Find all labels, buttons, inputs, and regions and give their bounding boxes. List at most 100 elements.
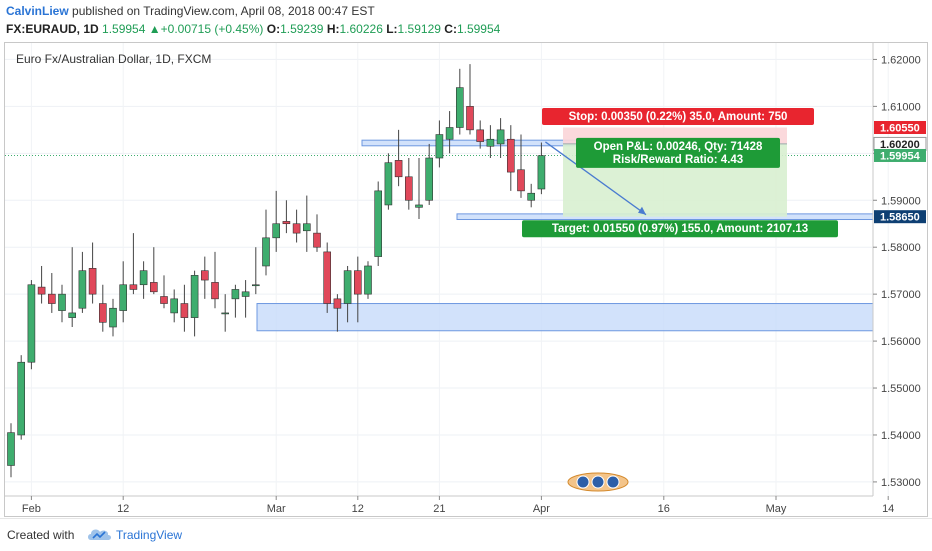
candle-body-30 <box>313 232 321 248</box>
candle-body-37 <box>384 162 393 206</box>
price-axis: 1.620001.610001.600001.590001.580001.570… <box>872 43 927 496</box>
candle-body-42 <box>435 134 444 159</box>
candle-body-9 <box>99 303 107 323</box>
author-link[interactable]: CalvinLiew <box>6 4 69 18</box>
candle-body-31 <box>323 251 332 304</box>
candle-body-48 <box>496 129 505 145</box>
price-label-box-stop <box>874 120 926 134</box>
low-value: 1.59129 <box>397 22 441 36</box>
pnl-label-text-0: Open P&L: 0.00246, Qty: 71428 <box>594 141 763 153</box>
tradingview-brand-link[interactable]: TradingView <box>116 528 183 542</box>
candle-body-23 <box>241 291 250 297</box>
candle-body-25 <box>262 237 270 267</box>
price-tick-label-3: 1.59000 <box>881 195 921 207</box>
low-label: L: <box>386 22 398 36</box>
candle-body-49 <box>506 138 515 173</box>
target-label-box <box>522 220 838 238</box>
candle-body-16 <box>170 298 178 314</box>
candle-body-50 <box>517 169 525 192</box>
candle-body-4 <box>47 293 56 304</box>
time-tick-label-8: 14 <box>882 503 894 515</box>
price-label-target: 1.58650 <box>880 212 920 224</box>
ohlc-line: FX:EURAUD, 1D 1.59954 ▲+0.00715 (+0.45%)… <box>6 22 500 36</box>
price-label-stop: 1.60550 <box>880 122 920 134</box>
candle-body-11 <box>119 284 127 311</box>
candle-body-35 <box>364 265 372 295</box>
candle-body-17 <box>180 303 189 318</box>
candle-body-18 <box>190 275 199 318</box>
tradingview-cloud-icon <box>88 529 111 540</box>
high-label: H: <box>326 22 340 36</box>
arrow-head <box>638 206 646 215</box>
price-tick-label-9: 1.53000 <box>881 477 921 489</box>
chart-frame <box>4 42 928 517</box>
price-label-entry: 1.60200 <box>880 139 920 151</box>
candle-body-5 <box>58 293 66 311</box>
publish-line: CalvinLiew published on TradingView.com,… <box>6 4 375 18</box>
candle-body-29 <box>302 223 311 232</box>
event-dot-icon-0 <box>576 475 590 489</box>
price-tick-label-8: 1.54000 <box>881 430 921 442</box>
time-tick-label-1: 12 <box>117 503 129 515</box>
time-tick-label-3: 12 <box>352 503 364 515</box>
last-price: 1.59954 <box>102 22 146 36</box>
symbol-label: FX:EURAUD, 1D <box>6 22 99 36</box>
candle-body-36 <box>374 190 383 257</box>
candle-body-15 <box>160 296 168 304</box>
time-axis: Feb 12 Mar 12 21 Apr 16 May 14 <box>5 495 894 515</box>
candle-body-14 <box>150 282 158 293</box>
candle-body-8 <box>88 268 97 295</box>
candle-body-52 <box>537 155 546 190</box>
candle-body-26 <box>272 223 281 239</box>
footer: Created with TradingView <box>0 518 932 551</box>
candle-body-2 <box>27 284 36 363</box>
candle-body-10 <box>109 307 117 328</box>
candle-body-38 <box>394 160 403 178</box>
zone-0 <box>256 303 874 332</box>
price-tick-label-6: 1.56000 <box>881 336 921 348</box>
time-tick-label-6: 16 <box>658 503 670 515</box>
price-label-box-last <box>874 148 926 162</box>
candle-body-0 <box>7 432 15 466</box>
candle-body-43 <box>445 127 454 140</box>
candle-body-47 <box>486 138 495 147</box>
price-tick-label-5: 1.57000 <box>881 289 921 301</box>
candle-body-12 <box>129 284 138 290</box>
candle-body-41 <box>425 157 434 201</box>
stop-label-box <box>542 107 814 125</box>
open-value: 1.59239 <box>280 22 324 36</box>
pnl-label-box <box>576 137 780 168</box>
high-value: 1.60226 <box>339 22 383 36</box>
price-tick-label-1: 1.61000 <box>881 101 921 113</box>
candle-body-20 <box>211 282 219 300</box>
candle-body-28 <box>292 223 301 234</box>
candle-body-27 <box>282 221 291 225</box>
candles <box>7 64 546 478</box>
candle-body-45 <box>466 106 474 131</box>
candle-body-1 <box>17 361 26 436</box>
close-label: C: <box>444 22 457 36</box>
candle-body-13 <box>139 270 148 286</box>
event-dot-icon-2 <box>606 475 620 489</box>
publish-info: published on TradingView.com, April 08, … <box>72 4 375 18</box>
candle-body-6 <box>68 312 76 318</box>
candle-body-22 <box>231 289 240 300</box>
candle-body-44 <box>455 87 464 128</box>
candle-body-51 <box>527 192 536 201</box>
pnl-label-text-1: Risk/Reward Ratio: 4.43 <box>613 154 743 166</box>
zone-1 <box>361 139 578 147</box>
target-label-text-0: Target: 0.01550 (0.97%) 155.0, Amount: 2… <box>552 223 808 235</box>
candle-body-21 <box>221 312 229 315</box>
candle-body-32 <box>333 298 342 309</box>
time-tick-label-0: Feb <box>22 503 41 515</box>
candle-body-40 <box>415 204 423 208</box>
price-label-box-target <box>874 210 926 224</box>
created-with-label: Created with <box>7 528 75 542</box>
price-label-last: 1.59954 <box>880 150 921 162</box>
price-tick-label-7: 1.55000 <box>881 383 921 395</box>
candle-body-34 <box>353 270 362 295</box>
price-change: +0.00715 (+0.45%) <box>160 22 264 36</box>
candle-body-33 <box>343 270 352 304</box>
time-tick-label-7: May <box>766 503 787 515</box>
